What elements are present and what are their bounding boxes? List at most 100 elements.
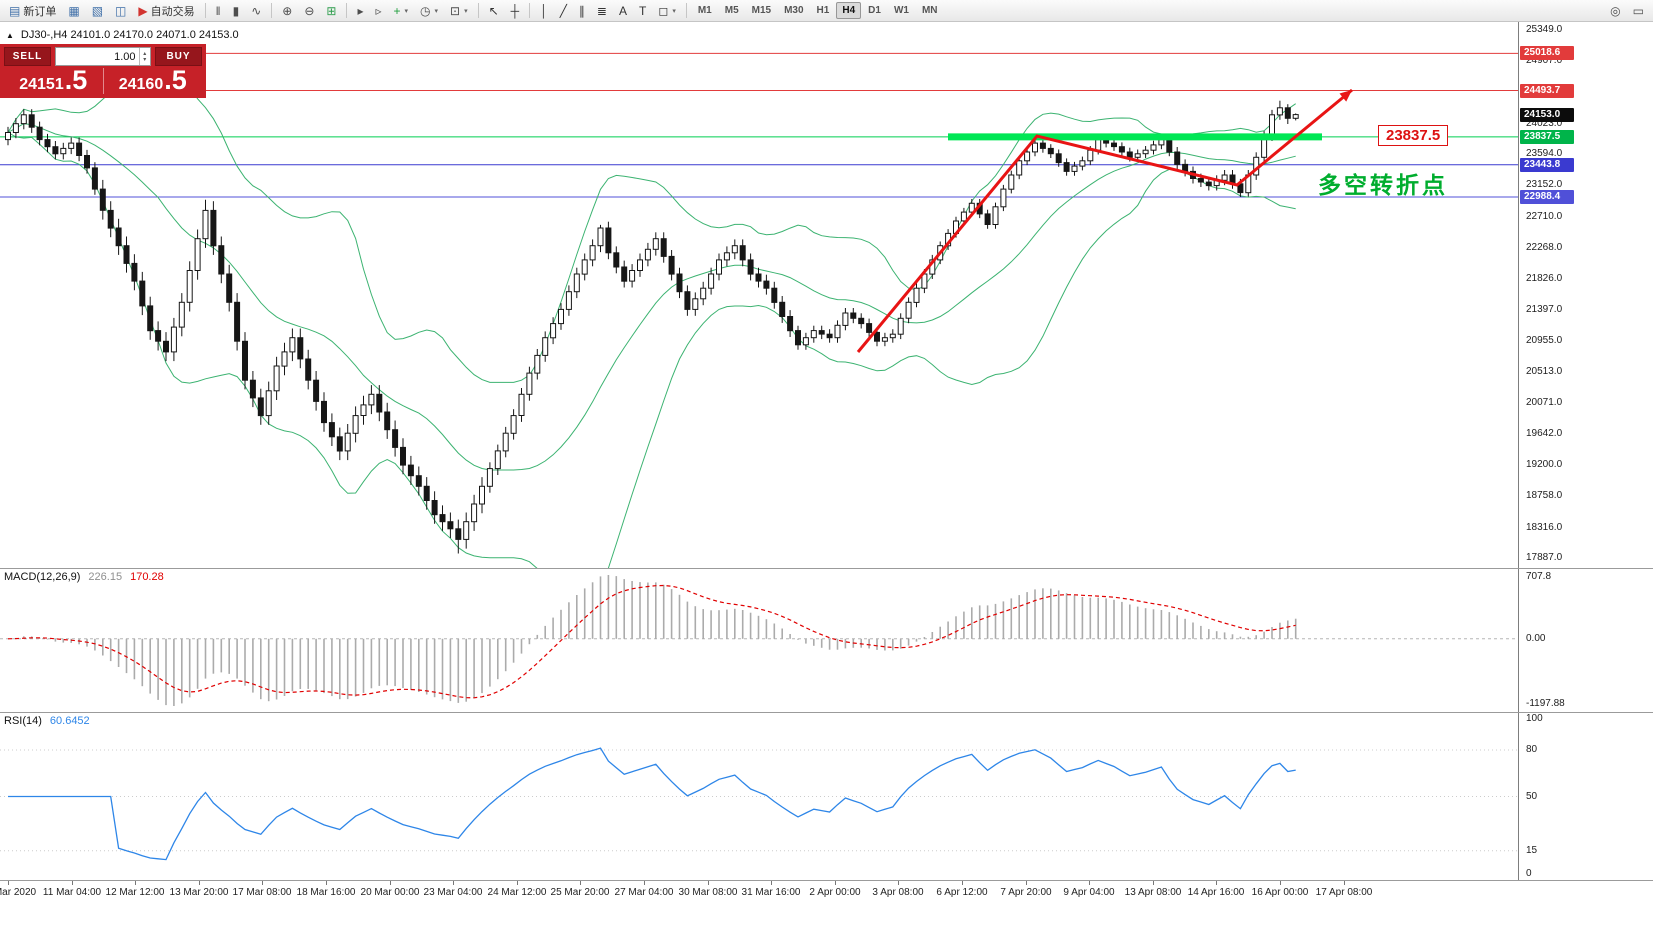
price-tick: 20513.0 — [1526, 366, 1563, 377]
price-tick: 18758.0 — [1526, 490, 1563, 501]
time-label: 14 Apr 16:00 — [1187, 887, 1245, 898]
text-button[interactable]: A — [614, 2, 632, 20]
volume-input[interactable] — [56, 48, 139, 65]
bar-chart-icon: ‖ — [215, 3, 221, 18]
time-label: 13 Apr 08:00 — [1124, 887, 1182, 898]
price-chart-canvas[interactable] — [0, 22, 1518, 568]
time-tick — [1280, 881, 1281, 885]
price-badge: 23443.8 — [1520, 158, 1574, 172]
macd-chart-canvas[interactable] — [0, 569, 1518, 712]
time-tick — [72, 881, 73, 885]
periods-button[interactable]: ◷ ▾ — [415, 2, 443, 20]
bar-chart-button[interactable]: ‖ — [211, 2, 226, 20]
sell-button[interactable]: SELL — [4, 47, 51, 66]
price-tick: 22268.0 — [1526, 242, 1563, 253]
time-tick — [771, 881, 772, 885]
sell-price[interactable]: 24151.5 — [4, 66, 103, 94]
time-label: 25 Mar 20:00 — [550, 887, 610, 898]
tile-windows-button[interactable]: ⊞ — [321, 2, 341, 20]
panel-splitter[interactable] — [0, 880, 1653, 881]
indicators-button[interactable]: + ▾ — [389, 2, 414, 20]
line-chart-button[interactable]: ∿ — [246, 2, 266, 20]
rsi-chart-canvas[interactable] — [0, 713, 1518, 880]
candlestick-chart-button[interactable]: ▮ — [228, 2, 245, 20]
time-tick — [1344, 881, 1345, 885]
macd-panel[interactable]: MACD(12,26,9) 226.15 170.28 — [0, 569, 1518, 712]
macd-main-value: 226.15 — [88, 571, 123, 583]
profiles-icon: ▧ — [91, 3, 104, 18]
buy-price[interactable]: 24160.5 — [104, 66, 203, 94]
rsi-title: RSI(14) — [4, 715, 42, 727]
periods-icon: ◷ — [420, 3, 431, 18]
zoom-in-button[interactable]: ⊕ — [277, 2, 297, 20]
auto-scroll-button[interactable]: ▸ — [352, 2, 368, 20]
chart-shift-icon: ▹ — [375, 3, 382, 18]
price-note-label[interactable]: 23837.5 — [1378, 125, 1449, 146]
price-tick: 23594.0 — [1526, 148, 1563, 159]
collapse-arrow-icon[interactable]: ▲ — [6, 30, 14, 40]
price-badge: 22988.4 — [1520, 190, 1574, 204]
timeframe-m15-button[interactable]: M15 — [751, 5, 772, 16]
macd-axis-label: -1197.88 — [1526, 698, 1565, 709]
fibonacci-button[interactable]: ≣ — [592, 2, 612, 20]
strategy-tester-button[interactable]: ◫ — [110, 2, 131, 20]
volume-down-icon[interactable]: ▾ — [143, 56, 147, 63]
timeframe-w1-button[interactable]: W1 — [893, 5, 909, 16]
price-tick: 19200.0 — [1526, 459, 1563, 470]
search-button[interactable]: ◎ — [1605, 2, 1625, 20]
rsi-axis-label: 50 — [1526, 791, 1538, 802]
rsi-panel[interactable]: RSI(14) 60.6452 — [0, 713, 1518, 880]
rsi-axis-label: 15 — [1526, 845, 1538, 856]
price-chart-panel[interactable]: ▲ DJ30-,H4 24101.0 24170.0 24071.0 24153… — [0, 22, 1518, 568]
new-order-icon: ▤ — [9, 3, 21, 18]
timeframe-d1-button[interactable]: D1 — [868, 5, 881, 16]
macd-scale[interactable]: 707.8 0.00 -1197.88 — [1518, 569, 1653, 712]
mobile-apps-button[interactable]: ▭ — [1628, 2, 1649, 20]
text-label-button[interactable]: T — [634, 2, 651, 20]
trendline-button[interactable]: ╱ — [555, 2, 572, 20]
time-label: 3 Apr 08:00 — [872, 887, 924, 898]
time-tick — [962, 881, 963, 885]
shapes-button[interactable]: ◻ ▾ — [653, 2, 680, 20]
turning-point-label[interactable]: 多空转折点 — [1318, 172, 1448, 198]
cursor-button[interactable]: ↖ — [484, 2, 504, 20]
timeframe-h1-button[interactable]: H1 — [816, 5, 830, 16]
panel-splitter[interactable] — [0, 568, 1653, 569]
time-label: 27 Mar 04:00 — [614, 887, 674, 898]
caret-down-icon: ▾ — [672, 7, 676, 15]
vertical-line-button[interactable]: │ — [535, 2, 553, 20]
price-badge: 25018.6 — [1520, 46, 1574, 60]
timeframe-m30-button[interactable]: M30 — [784, 5, 804, 16]
volume-arrows[interactable]: ▴ ▾ — [138, 48, 150, 65]
timeframe-group: M1 M5 M15 M30 H1 H4 D1 W1 MN — [692, 2, 944, 19]
crosshair-button[interactable]: ┼ — [506, 2, 525, 20]
buy-button[interactable]: BUY — [155, 47, 202, 66]
text-label-icon: T — [639, 3, 647, 18]
chart-shift-button[interactable]: ▹ — [370, 2, 386, 20]
panel-splitter[interactable] — [0, 712, 1653, 713]
timeframe-m5-button[interactable]: M5 — [724, 5, 739, 16]
zoom-out-button[interactable]: ⊖ — [299, 2, 319, 20]
time-tick — [708, 881, 709, 885]
toolbar-separator — [685, 3, 687, 18]
fibonacci-icon: ≣ — [596, 3, 607, 18]
rsi-scale[interactable]: 100 80 50 15 0 — [1518, 713, 1653, 880]
auto-trading-button[interactable]: ▶ 自动交易 — [133, 2, 199, 20]
timeframe-h4-button[interactable]: H4 — [836, 2, 862, 19]
profiles-button[interactable]: ▧ — [87, 2, 108, 20]
equidistant-channel-button[interactable]: ∥ — [574, 2, 590, 20]
price-scale[interactable]: 25349.024907.024465.024023.023594.023152… — [1518, 22, 1653, 568]
volume-stepper[interactable]: ▴ ▾ — [55, 47, 151, 66]
charts-grid-button[interactable]: ▦ — [63, 2, 84, 20]
zoom-in-icon: ⊕ — [282, 3, 293, 18]
volume-up-icon[interactable]: ▴ — [143, 50, 147, 57]
timeframe-mn-button[interactable]: MN — [921, 5, 938, 16]
new-order-button[interactable]: ▤ 新订单 — [4, 2, 61, 20]
macd-axis-label: 0.00 — [1526, 633, 1546, 644]
cursor-icon: ↖ — [488, 3, 499, 18]
time-label: 10 Mar 2020 — [0, 887, 37, 898]
timeframe-m1-button[interactable]: M1 — [697, 5, 712, 16]
templates-button[interactable]: ⊡ ▾ — [445, 2, 473, 20]
